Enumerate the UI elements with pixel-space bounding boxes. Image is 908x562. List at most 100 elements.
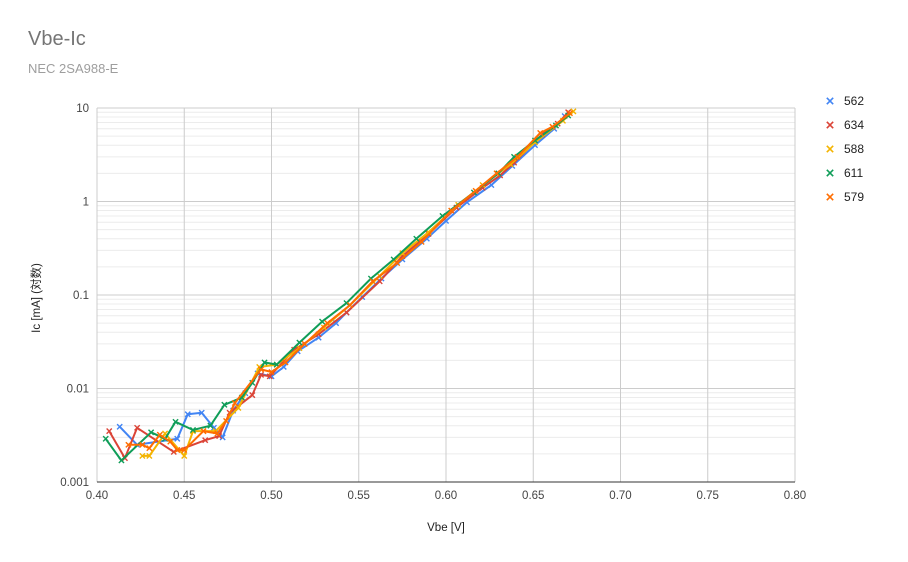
data-point <box>531 137 539 144</box>
data-point <box>170 448 177 455</box>
data-point <box>125 441 132 448</box>
data-point <box>249 379 256 386</box>
x-tick-label: 0.65 <box>522 490 544 502</box>
data-point <box>266 373 273 380</box>
data-point <box>472 187 479 194</box>
grid <box>96 107 796 483</box>
data-point <box>537 129 544 137</box>
data-point <box>156 431 163 438</box>
legend-item-634[interactable]: 634 <box>826 118 865 132</box>
x-tick-label: 0.55 <box>348 490 370 502</box>
data-point <box>210 424 218 431</box>
data-point <box>118 457 125 464</box>
data-point <box>116 423 123 430</box>
x-tick-label: 0.40 <box>86 490 108 502</box>
data-point <box>282 359 289 366</box>
legend-marker <box>826 145 834 153</box>
x-tick-label: 0.60 <box>435 490 457 502</box>
data-point <box>139 452 146 460</box>
data-point <box>231 399 238 407</box>
data-point <box>221 401 228 408</box>
data-point <box>200 428 207 435</box>
data-point <box>181 446 188 454</box>
legend-marker <box>826 121 834 129</box>
data-point <box>134 424 141 431</box>
data-point <box>235 404 242 412</box>
y-tick-label: 1 <box>83 197 89 209</box>
x-tick-label: 0.70 <box>609 490 631 502</box>
data-point <box>189 426 197 434</box>
data-point <box>369 278 376 285</box>
data-point <box>261 359 268 366</box>
data-point <box>146 445 153 452</box>
y-tick-label: 0.1 <box>73 290 89 302</box>
legend-marker <box>826 169 834 177</box>
y-axis-title: Ic [mA] (対数) <box>29 263 43 333</box>
data-point <box>139 441 146 448</box>
y-tick-label: 0.01 <box>67 384 89 396</box>
data-point <box>146 452 153 460</box>
x-tick-label: 0.45 <box>173 490 195 502</box>
x-tick-label: 0.50 <box>260 490 282 502</box>
x-tick-label: 0.75 <box>697 490 719 502</box>
chart-title: Vbe-Ic <box>28 28 86 50</box>
chart-subtitle: NEC 2SA988-E <box>28 61 119 76</box>
data-point <box>493 170 500 177</box>
x-tick-label: 0.80 <box>784 490 806 502</box>
data-point <box>184 411 191 418</box>
data-point <box>181 452 188 460</box>
data-point <box>198 409 205 416</box>
x-axis-title: Vbe [V] <box>427 522 465 534</box>
data-point <box>257 366 265 373</box>
data-point <box>413 235 420 242</box>
legend-marker <box>826 97 834 105</box>
data-point <box>570 108 577 115</box>
y-tick-label: 0.001 <box>60 477 89 489</box>
data-point <box>102 435 109 442</box>
data-point <box>418 238 425 245</box>
series-line <box>108 111 569 460</box>
data-point <box>106 428 113 435</box>
data-point <box>346 301 354 309</box>
data-point <box>214 430 221 437</box>
data-point <box>167 438 174 445</box>
data-point <box>148 429 155 436</box>
series-579 <box>125 110 573 454</box>
data-point <box>343 299 350 307</box>
legend-label: 562 <box>844 94 864 108</box>
series-line <box>128 112 571 451</box>
series-line <box>118 115 566 446</box>
legend-item-579[interactable]: 579 <box>826 190 865 204</box>
data-point <box>249 392 256 399</box>
axis-tick-labels: 0.001 0.01 0.1 1 10 0.40 0.45 0.50 0.55 0.60 0.65 0… <box>60 103 806 502</box>
data-point <box>324 320 331 327</box>
data-point <box>207 422 214 429</box>
data-point <box>268 368 275 376</box>
series-layer <box>102 108 577 464</box>
series-634 <box>106 109 572 462</box>
legend-label: 634 <box>844 118 864 132</box>
data-point <box>202 437 209 444</box>
legend-item-588[interactable]: 588 <box>826 142 865 156</box>
data-point <box>319 318 326 325</box>
data-point <box>376 278 383 285</box>
legend-marker <box>826 193 834 201</box>
y-tick-label: 10 <box>76 103 89 115</box>
data-point <box>223 417 230 425</box>
series-611 <box>102 112 572 464</box>
data-point <box>399 250 406 257</box>
data-point <box>549 123 556 130</box>
data-point <box>174 446 181 454</box>
data-point <box>172 418 179 425</box>
data-point <box>219 434 226 441</box>
legend[interactable]: 562 634 588 611 579 <box>826 94 865 204</box>
legend-item-562[interactable]: 562 <box>826 94 865 108</box>
data-point <box>566 110 573 117</box>
legend-label: 588 <box>844 142 864 156</box>
data-point <box>514 153 521 160</box>
legend-item-611[interactable]: 611 <box>826 166 864 180</box>
legend-label: 611 <box>844 166 863 180</box>
data-point <box>174 435 181 442</box>
data-point <box>301 340 308 347</box>
